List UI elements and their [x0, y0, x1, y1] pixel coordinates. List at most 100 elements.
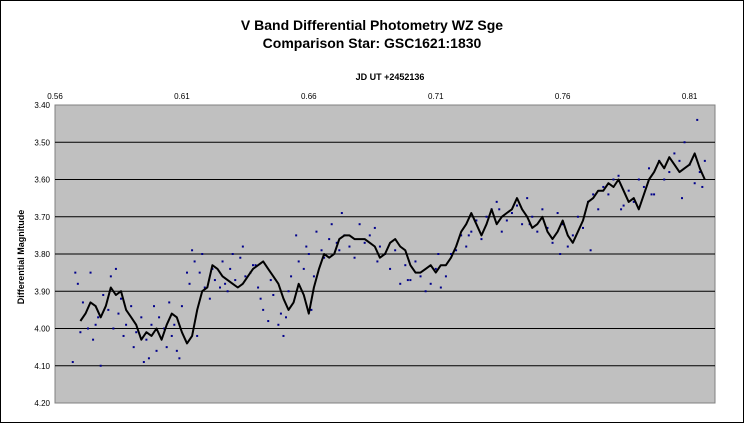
data-point-87 [389, 267, 392, 270]
data-point-153 [94, 323, 97, 326]
y-tick-label-2: 3.60 [34, 176, 50, 185]
data-point-40 [208, 297, 211, 300]
data-point-88 [394, 249, 397, 252]
data-point-120 [556, 212, 559, 215]
data-point-4 [89, 271, 92, 274]
data-point-33 [186, 271, 188, 274]
data-point-14 [122, 334, 125, 337]
data-point-123 [571, 234, 574, 237]
data-point-159 [254, 264, 257, 267]
data-point-36 [193, 260, 196, 263]
data-point-71 [315, 230, 318, 233]
y-tick-label-5: 3.90 [34, 287, 50, 296]
data-point-68 [305, 245, 308, 248]
data-point-51 [244, 275, 247, 278]
data-point-167 [498, 208, 501, 211]
data-point-16 [130, 305, 133, 308]
data-point-142 [668, 171, 671, 174]
data-point-174 [71, 361, 74, 364]
data-point-69 [307, 253, 310, 255]
data-point-29 [170, 334, 173, 337]
data-point-39 [203, 286, 206, 289]
data-point-149 [703, 159, 706, 162]
data-point-114 [526, 197, 529, 200]
data-point-119 [551, 241, 554, 244]
data-point-157 [196, 334, 199, 337]
tick-labels: 3.40 3.50 3.60 3.70 3.80 3.90 4.00 4.10 4.20 0.56… [34, 92, 698, 408]
data-point-63 [287, 290, 290, 293]
data-point-55 [259, 297, 262, 300]
data-point-77 [338, 249, 341, 252]
y-tick-label-3: 3.70 [34, 213, 50, 222]
data-point-160 [285, 316, 287, 319]
data-point-13 [120, 297, 122, 300]
data-point-85 [378, 245, 381, 248]
data-point-154 [117, 312, 120, 315]
data-point-152 [76, 282, 79, 285]
data-point-73 [323, 256, 326, 259]
data-point-98 [444, 275, 447, 278]
data-point-96 [434, 267, 437, 270]
data-point-101 [460, 234, 463, 237]
data-point-61 [279, 312, 282, 315]
data-point-124 [576, 215, 579, 218]
data-point-113 [521, 223, 524, 226]
data-point-11 [112, 327, 115, 330]
data-point-50 [241, 245, 244, 248]
data-point-148 [698, 171, 701, 174]
data-point-70 [312, 275, 315, 278]
data-point-173 [681, 197, 683, 200]
data-point-80 [353, 256, 356, 259]
data-point-116 [536, 230, 539, 233]
data-point-92 [414, 260, 417, 263]
data-point-18 [135, 331, 138, 334]
y-tick-label-6: 4.00 [34, 325, 50, 334]
data-point-141 [663, 178, 666, 181]
data-point-108 [495, 200, 498, 203]
data-point-83 [368, 234, 371, 237]
data-point-67 [302, 267, 305, 270]
data-point-110 [505, 219, 508, 222]
data-point-37 [198, 271, 201, 274]
data-point-0 [74, 271, 77, 274]
data-point-56 [262, 308, 265, 311]
x-axis-title: JD UT +2452136 [356, 72, 425, 82]
data-point-106 [485, 215, 488, 218]
data-point-53 [252, 264, 254, 267]
data-point-7 [99, 364, 102, 367]
data-point-162 [340, 212, 343, 215]
data-point-48 [234, 279, 237, 282]
data-point-161 [310, 308, 313, 311]
data-point-47 [231, 253, 234, 255]
y-tick-label-1: 3.50 [34, 138, 50, 147]
x-tick-label-1: 0.61 [174, 92, 190, 101]
data-point-81 [358, 223, 361, 226]
data-point-127 [592, 193, 595, 196]
data-point-6 [97, 316, 100, 319]
data-point-38 [201, 253, 204, 255]
data-point-104 [475, 219, 478, 222]
data-point-130 [607, 193, 610, 196]
data-point-28 [168, 301, 171, 304]
data-point-12 [114, 267, 117, 270]
data-point-8 [102, 293, 105, 296]
chart-title: V Band Differential Photometry WZ Sge [241, 17, 503, 33]
data-point-150 [696, 118, 699, 121]
data-point-105 [480, 238, 483, 241]
y-tick-label-7: 4.10 [34, 362, 50, 371]
data-point-82 [363, 241, 366, 244]
chart-subtitle: Comparison Star: GSC1621:1830 [263, 35, 482, 51]
data-point-169 [559, 253, 562, 255]
data-point-31 [178, 357, 181, 360]
data-point-117 [541, 208, 544, 211]
data-point-54 [257, 286, 260, 289]
data-point-64 [290, 275, 293, 278]
y-tick-label-4: 3.80 [34, 250, 50, 259]
data-point-5 [92, 338, 95, 341]
data-point-26 [163, 327, 166, 330]
data-point-147 [693, 182, 696, 185]
data-point-164 [406, 279, 409, 282]
data-point-139 [653, 193, 656, 196]
data-point-65 [295, 234, 298, 237]
data-point-72 [320, 249, 323, 252]
